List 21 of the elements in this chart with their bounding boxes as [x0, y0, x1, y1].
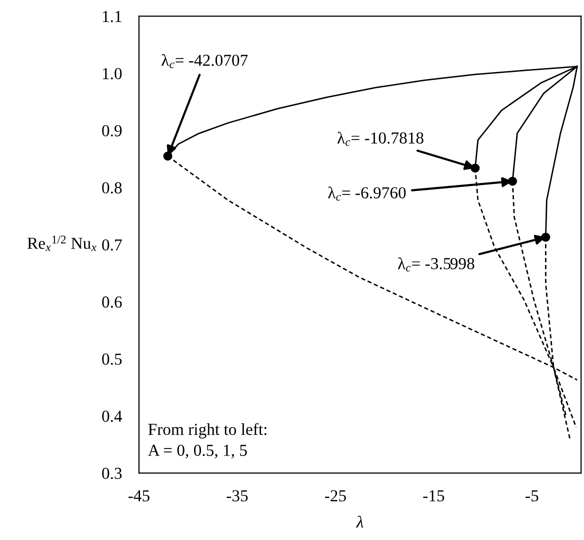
x-tick-label: -35 [226, 490, 248, 502]
y-axis-title: Re$_{x}$$^{1/2}$ Nu$_{x}$ [27, 236, 96, 252]
y-tick-label: 0.8 [102, 182, 122, 194]
annotation: λ$_{c}$= -10.7818 [337, 132, 424, 146]
x-tick-label: -25 [324, 490, 346, 502]
annotation: From right to left: A = 0, 0.5, 1, 5 [148, 423, 266, 458]
y-tick-label: 0.6 [102, 296, 122, 308]
annotation: λ$_{c}$= -6.9760 [328, 186, 406, 201]
annotation: λ$_{c}$= -42.0707 [162, 54, 248, 68]
y-tick-label: 0.3 [102, 468, 122, 480]
y-tick-label: 0.9 [102, 125, 122, 136]
x-axis-title: λ [356, 516, 364, 528]
x-tick-label: -5 [526, 490, 538, 502]
x-tick-label: -45 [128, 490, 150, 502]
y-tick-label: 0.5 [102, 354, 122, 365]
y-tick-label: 1.1 [102, 10, 122, 22]
annotation: λ$_{c}$= -3.5998 [398, 257, 474, 272]
y-tick-label: 0.7 [102, 239, 122, 251]
x-tick-label: -15 [423, 490, 444, 502]
y-tick-label: 1.0 [102, 68, 122, 80]
y-tick-label: 0.4 [102, 410, 122, 422]
